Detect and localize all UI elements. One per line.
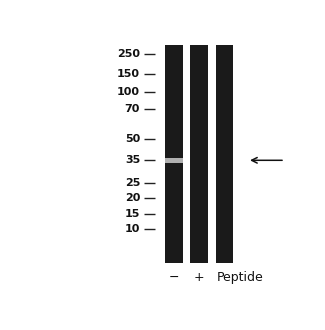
Text: 35: 35 [125,155,140,165]
Text: 15: 15 [125,209,140,219]
Text: 100: 100 [117,87,140,97]
Text: 250: 250 [117,49,140,59]
Text: 150: 150 [117,69,140,79]
Text: −: − [169,271,179,284]
Text: 25: 25 [125,178,140,188]
Text: 20: 20 [125,193,140,203]
Bar [165,45,183,263]
Text: 50: 50 [125,134,140,144]
Bar [165,158,183,163]
Bar [216,45,233,263]
Text: 10: 10 [125,224,140,234]
Text: +: + [194,271,205,284]
Text: 70: 70 [125,105,140,115]
Bar [190,45,208,263]
Text: Peptide: Peptide [217,271,264,284]
